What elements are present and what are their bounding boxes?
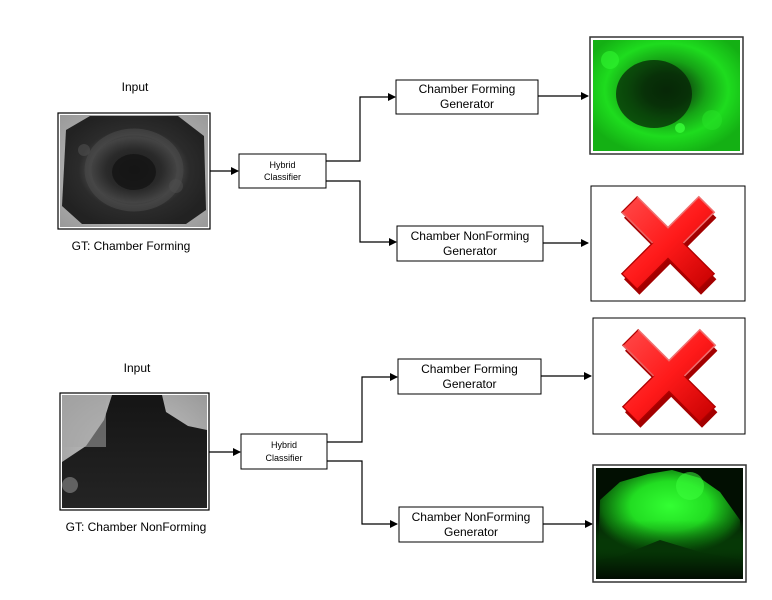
forming-generator-box: Chamber Forming Generator xyxy=(395,79,539,115)
arrow-to-forming-generator xyxy=(326,93,396,162)
rejected-output-panel xyxy=(590,185,746,302)
ground-truth-label: GT: Chamber Forming xyxy=(72,239,191,253)
svg-text:Generator: Generator xyxy=(444,525,498,539)
svg-text:Generator: Generator xyxy=(442,377,496,391)
forming-generator-box: Chamber Forming Generator xyxy=(397,358,542,395)
row-chamber-nonforming: Input GT: Chamber NonForming Hybrid Clas… xyxy=(59,317,747,583)
input-image xyxy=(59,392,210,511)
arrow-to-nonforming-generator xyxy=(326,180,397,246)
svg-text:Chamber Forming: Chamber Forming xyxy=(419,82,516,96)
svg-text:Chamber NonForming: Chamber NonForming xyxy=(411,229,530,243)
green-fluorescence-image xyxy=(592,464,747,583)
rejected-output-panel xyxy=(592,317,746,435)
input-image xyxy=(57,112,211,230)
svg-text:Hybrid: Hybrid xyxy=(271,440,297,450)
hybrid-classifier-box: Hybrid Classifier xyxy=(240,433,328,470)
svg-text:Hybrid: Hybrid xyxy=(269,160,295,170)
green-fluorescence-image xyxy=(589,36,744,155)
svg-text:Chamber NonForming: Chamber NonForming xyxy=(412,510,531,524)
input-label: Input xyxy=(122,80,149,94)
nonforming-generator-box: Chamber NonForming Generator xyxy=(398,506,544,543)
svg-text:Generator: Generator xyxy=(440,97,494,111)
svg-text:Classifier: Classifier xyxy=(265,453,302,463)
nonforming-generator-box: Chamber NonForming Generator xyxy=(396,225,544,262)
arrow-to-forming-generator xyxy=(327,373,398,443)
row-chamber-forming: Input GT: Chamber Forming Hybrid Classif… xyxy=(57,36,746,302)
arrow-to-nonforming-generator xyxy=(327,460,398,528)
hybrid-classifier-box: Hybrid Classifier xyxy=(238,153,327,189)
svg-text:Generator: Generator xyxy=(443,244,497,258)
ground-truth-label: GT: Chamber NonForming xyxy=(66,520,207,534)
input-label: Input xyxy=(124,361,151,375)
svg-text:Classifier: Classifier xyxy=(264,172,301,182)
svg-text:Chamber Forming: Chamber Forming xyxy=(421,362,518,376)
